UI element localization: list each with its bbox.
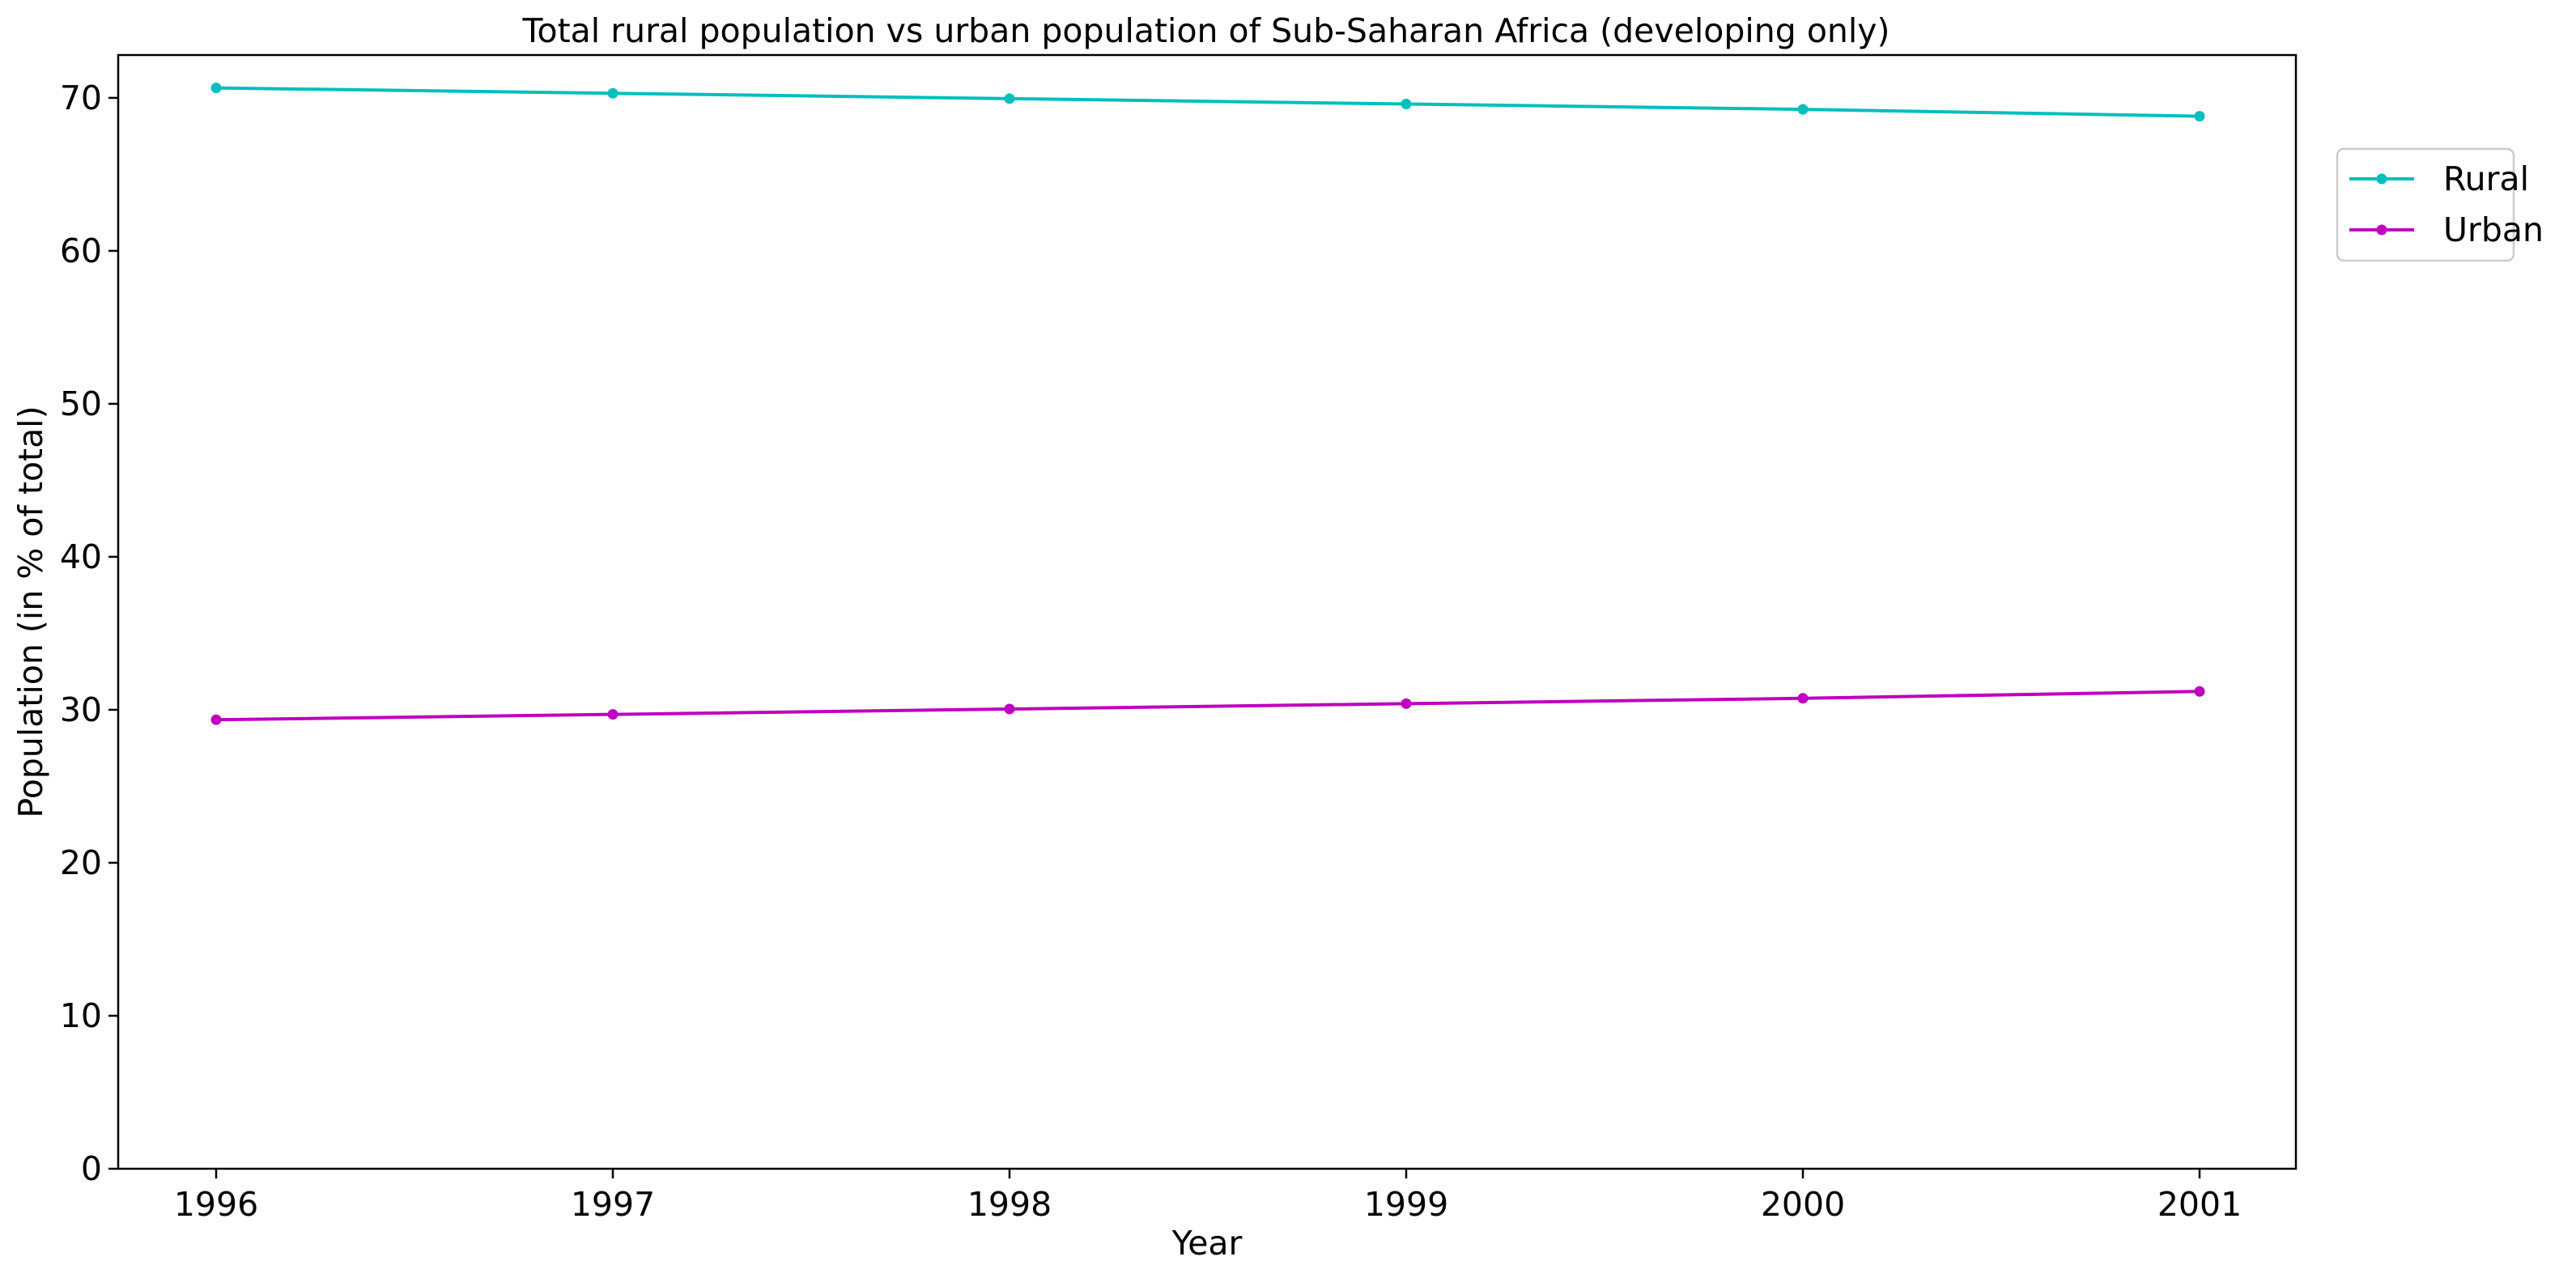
- data-point-urban: [1401, 698, 1412, 709]
- legend: Rural Urban: [2336, 147, 2544, 262]
- legend-marker-rural: [2376, 173, 2387, 185]
- x-tick-label: 1998: [967, 1185, 1052, 1224]
- y-tick-label: 70: [60, 79, 102, 117]
- chart-title: Total rural population vs urban populati…: [521, 11, 1889, 50]
- y-axis-label: Population (in % of total): [11, 405, 50, 817]
- y-axis: 0 10 20 30 40 50 60 70: [60, 79, 118, 1188]
- y-tick-label: 40: [60, 537, 102, 576]
- data-point-rural: [1401, 98, 1412, 109]
- data-point-rural: [1797, 104, 1809, 115]
- x-tick-label: 1999: [1364, 1185, 1448, 1224]
- x-axis: 1996 1997 1998 1999 2000 2001: [174, 1169, 2242, 1224]
- x-tick-label: 1996: [174, 1185, 258, 1224]
- series-layer: [210, 83, 2205, 725]
- plot-area: [117, 53, 2298, 1170]
- data-point-urban: [210, 714, 222, 725]
- data-point-urban: [1797, 693, 1809, 704]
- legend-label-rural: Rural: [2443, 159, 2529, 198]
- data-point-rural: [607, 87, 618, 99]
- series-line-rural: [215, 86, 2200, 118]
- data-point-rural: [1004, 93, 1015, 104]
- legend-label-urban: Urban: [2443, 210, 2544, 249]
- data-point-rural: [2194, 111, 2205, 122]
- x-tick-label: 2001: [2157, 1185, 2242, 1224]
- y-tick-label: 0: [81, 1149, 102, 1188]
- x-tick-label: 2000: [1761, 1185, 1845, 1224]
- y-tick-label: 10: [60, 996, 102, 1035]
- data-point-urban: [2194, 686, 2205, 697]
- legend-marker-urban: [2376, 224, 2387, 236]
- data-point-urban: [607, 709, 618, 720]
- y-tick-label: 60: [60, 231, 102, 270]
- x-tick-label: 1997: [571, 1185, 655, 1224]
- data-point-rural: [210, 83, 222, 94]
- y-tick-label: 50: [60, 384, 102, 423]
- y-tick-label: 20: [60, 843, 102, 882]
- data-point-urban: [1004, 703, 1015, 715]
- x-axis-label: Year: [1171, 1224, 1243, 1263]
- series-line-urban: [215, 690, 2200, 722]
- y-tick-label: 30: [60, 690, 102, 729]
